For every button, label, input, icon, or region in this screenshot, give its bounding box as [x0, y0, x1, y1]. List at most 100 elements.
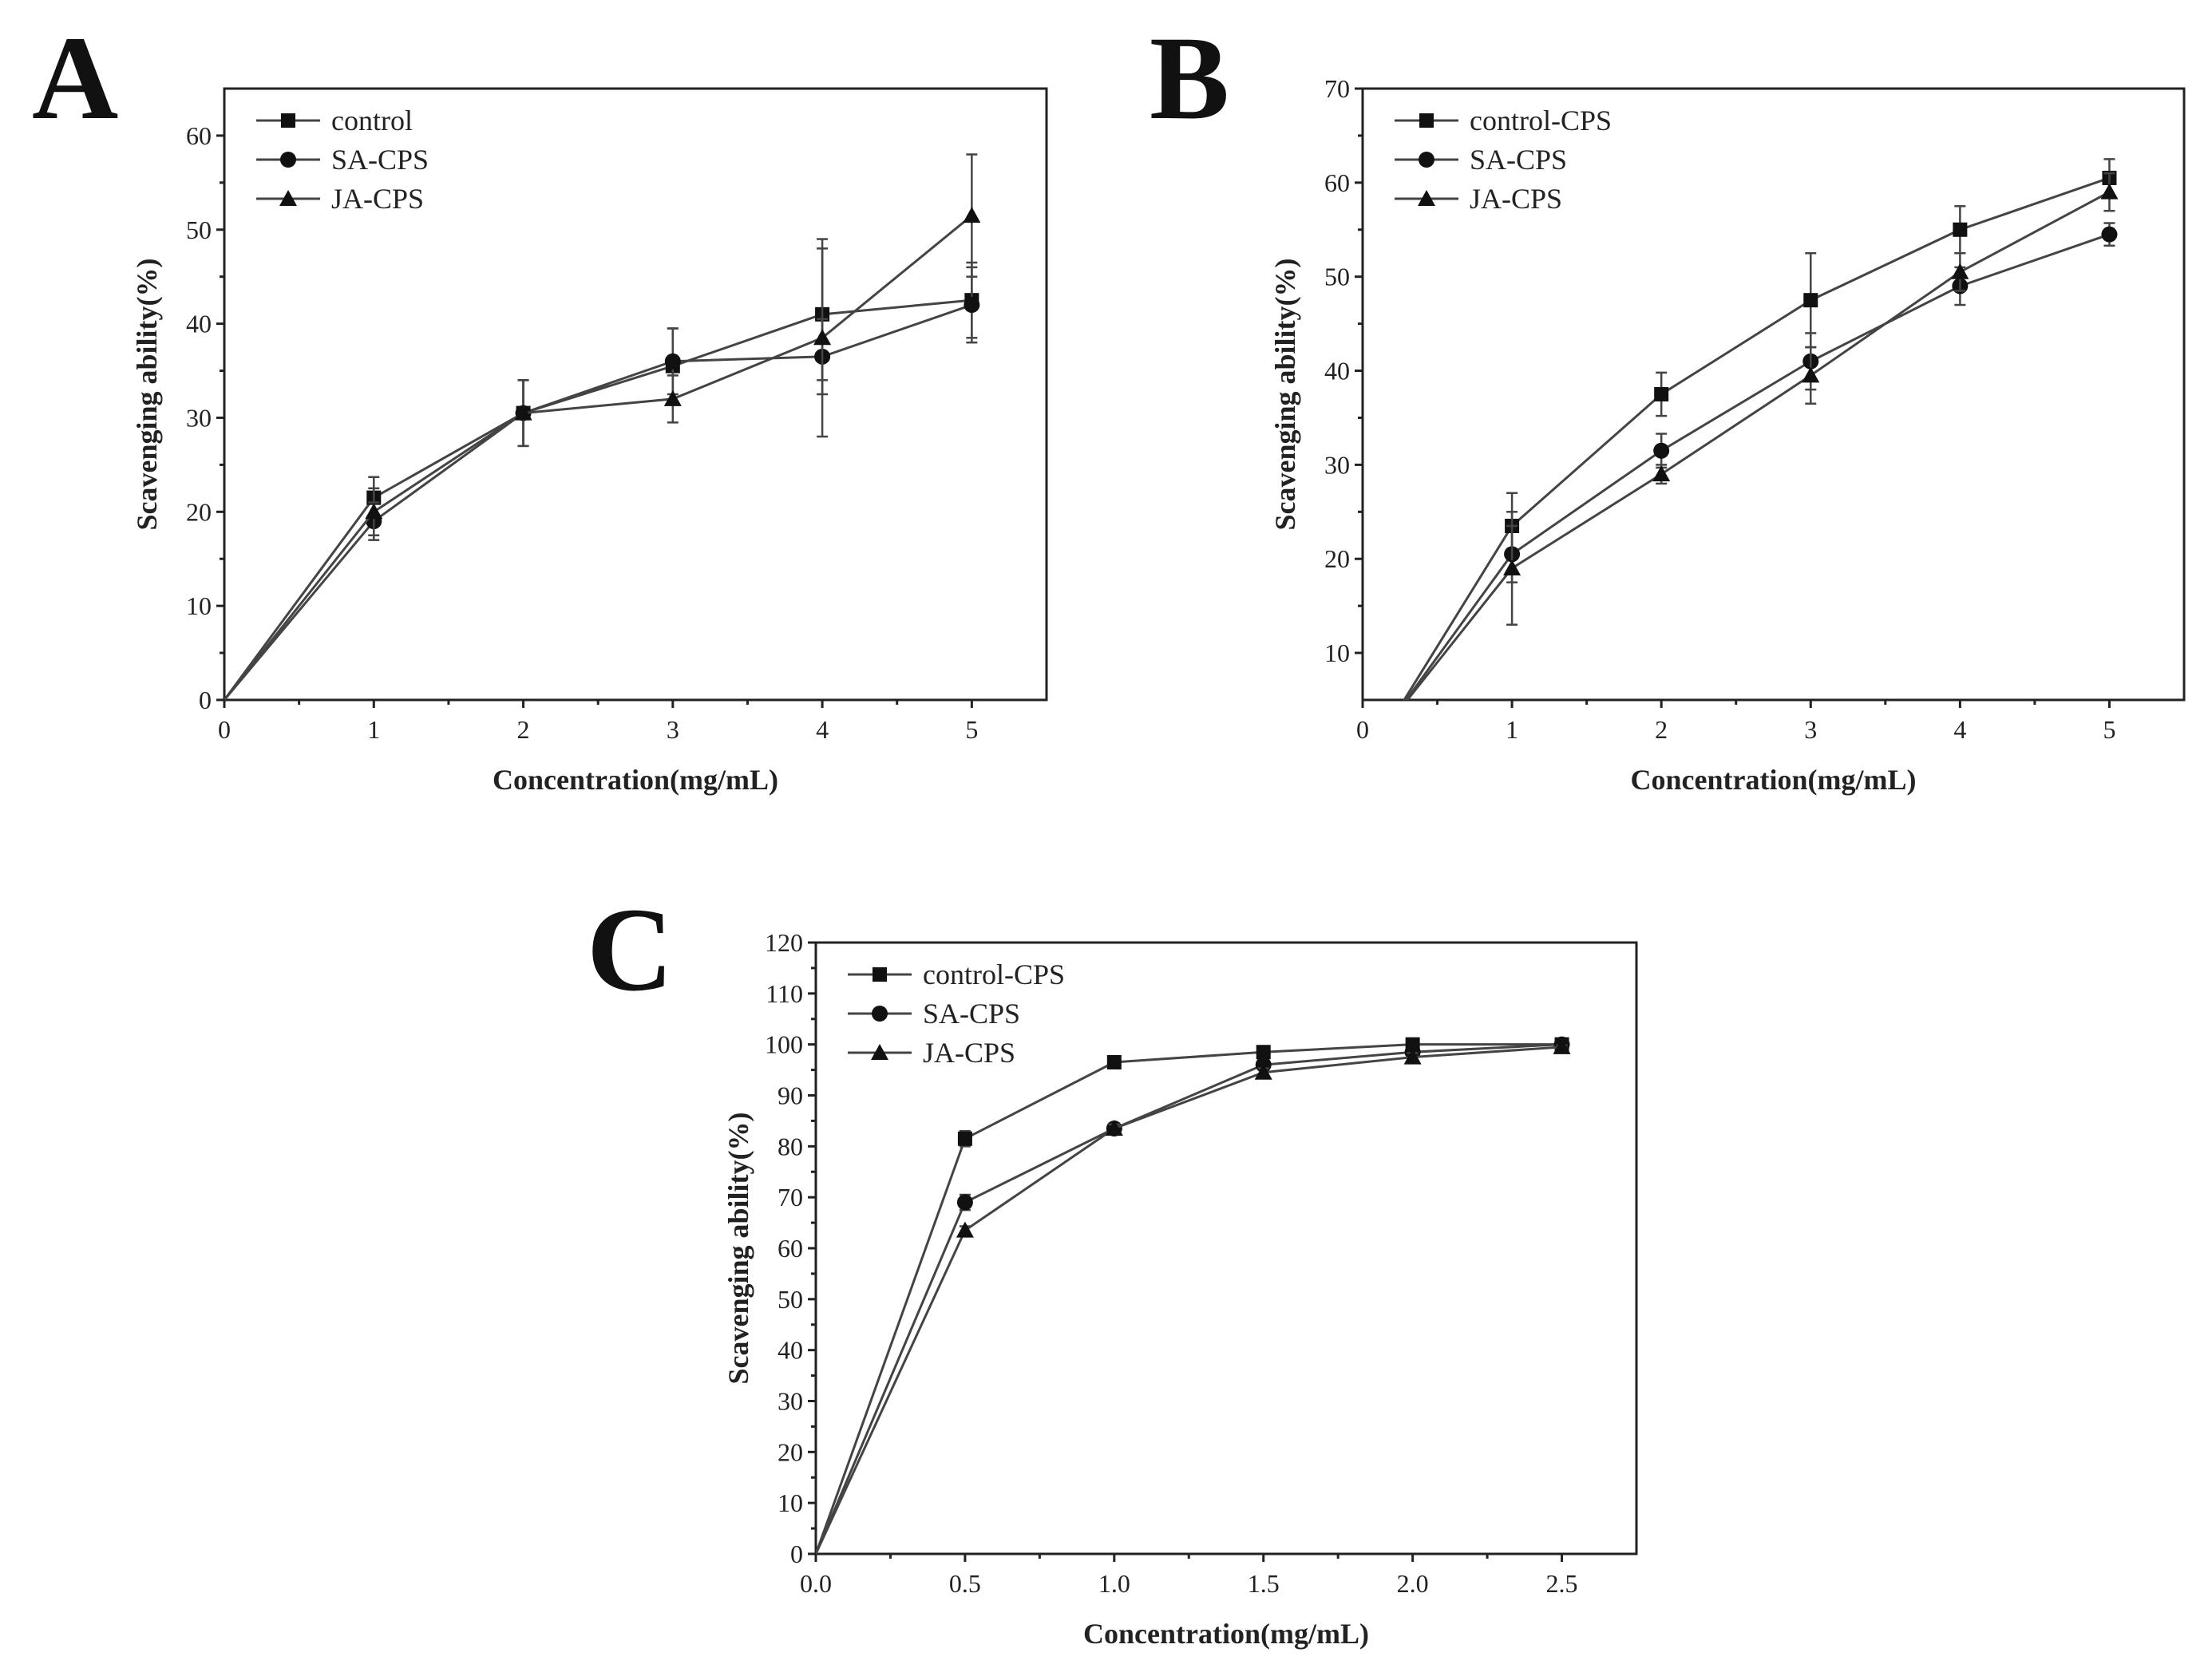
data-point: [1803, 293, 1818, 308]
y-tick-label: 10: [186, 591, 212, 620]
legend-marker: [1419, 113, 1434, 128]
data-point: [2101, 226, 2118, 243]
data-point: [1654, 387, 1669, 401]
series-line: [816, 1043, 1562, 1554]
data-point: [1653, 442, 1670, 459]
chart-panel-b: 0 1 2 3 4 5 10 20 30 40 50 60 70 Concentration(mg/mL)…: [1269, 74, 2186, 796]
legend-label: JA-CPS: [923, 1037, 1015, 1069]
data-point: [2100, 183, 2119, 200]
series-line: [224, 214, 973, 700]
data-point: [1105, 1119, 1123, 1136]
legend: control-CPS SA-CPS JA-CPS: [1395, 105, 1612, 215]
x-tick-label: 1.5: [1248, 1569, 1280, 1598]
data-point: [956, 1221, 974, 1238]
legend-marker: [1419, 152, 1434, 168]
data-point: [365, 503, 383, 520]
x-tick-label: 0: [1356, 715, 1369, 744]
data-point: [1953, 222, 1968, 237]
legend-marker: [279, 190, 297, 206]
series-JA-CPS: [816, 1038, 1571, 1554]
series-line: [816, 1043, 1562, 1554]
x-tick-label: 5: [965, 715, 978, 744]
x-tick-label: 0: [218, 715, 231, 744]
y-tick-label: 20: [186, 497, 212, 526]
y-tick-label: 20: [778, 1437, 803, 1466]
y-tick-label: 10: [778, 1488, 803, 1517]
y-tick-label: 70: [778, 1183, 803, 1212]
series-line: [1403, 176, 2110, 700]
y-tick-label: 90: [778, 1081, 803, 1110]
x-tick-label: 3: [667, 715, 679, 744]
y-tick-label: 60: [778, 1234, 803, 1263]
legend-marker: [871, 1044, 888, 1060]
y-tick-label: 0: [790, 1540, 803, 1568]
y-tick-label: 0: [199, 686, 212, 714]
x-tick-label: 3: [1804, 715, 1817, 744]
y-tick-label: 80: [778, 1132, 803, 1160]
legend-label: SA-CPS: [923, 998, 1020, 1030]
x-axis-title: Concentration(mg/mL): [493, 764, 778, 796]
y-tick-label: 110: [766, 979, 803, 1008]
legend-label: SA-CPS: [1470, 144, 1567, 176]
x-tick-label: 2.5: [1546, 1569, 1578, 1598]
legend-marker: [873, 967, 887, 982]
legend-label: JA-CPS: [1470, 183, 1562, 215]
x-tick-label: 2.0: [1397, 1569, 1429, 1598]
legend-label: control-CPS: [1470, 105, 1612, 136]
y-tick-label: 50: [186, 215, 212, 244]
series-line: [1404, 233, 2110, 700]
y-tick-label: 40: [186, 310, 212, 338]
series-line: [816, 1046, 1562, 1554]
x-tick-label: 1: [1506, 715, 1518, 744]
legend: control-CPS SA-CPS JA-CPS: [848, 959, 1065, 1069]
y-tick-label: 70: [1324, 74, 1350, 103]
legend-label: control: [331, 105, 413, 136]
series-line: [224, 298, 972, 700]
y-tick-label: 50: [778, 1285, 803, 1314]
y-axis-title: Scavenging ability(%): [1269, 258, 1301, 530]
series-line: [1406, 191, 2111, 700]
legend-marker: [281, 113, 295, 128]
y-tick-label: 120: [765, 928, 803, 957]
data-point: [1403, 1048, 1422, 1065]
data-point: [957, 1131, 972, 1146]
data-point: [963, 207, 981, 223]
x-tick-label: 1: [367, 715, 380, 744]
data-point: [956, 1194, 973, 1211]
x-tick-label: 0.0: [800, 1569, 832, 1598]
y-tick-label: 60: [1324, 168, 1350, 197]
y-tick-label: 60: [186, 121, 212, 150]
data-point: [1256, 1045, 1271, 1060]
panel-label-c: C: [587, 883, 673, 1016]
y-axis-title: Scavenging ability(%): [131, 258, 163, 530]
y-tick-label: 100: [765, 1030, 803, 1059]
data-point: [1652, 465, 1671, 482]
y-tick-label: 40: [1324, 357, 1350, 385]
panel-label-a: A: [32, 12, 118, 144]
x-tick-label: 5: [2103, 715, 2115, 744]
series-JA-CPS: [224, 153, 981, 700]
x-axis-title: Concentration(mg/mL): [1631, 764, 1917, 796]
data-point: [1254, 1063, 1272, 1080]
y-tick-label: 30: [186, 403, 212, 432]
legend-marker: [280, 152, 296, 168]
y-tick-label: 30: [1324, 450, 1350, 479]
y-tick-label: 30: [778, 1387, 803, 1416]
legend-marker: [872, 1006, 888, 1022]
series-JA-CPS: [1406, 172, 2119, 700]
chart-panel-a: 0 1 2 3 4 50102030405060Concentration(mg/mL)S…: [131, 87, 1048, 796]
x-tick-label: 4: [816, 715, 829, 744]
legend-marker: [1418, 190, 1435, 206]
plot-frame: [223, 87, 1048, 702]
plot-frame: [1361, 87, 2186, 702]
data-point: [1106, 1055, 1122, 1070]
y-tick-label: 40: [778, 1336, 803, 1365]
legend-label: SA-CPS: [331, 144, 429, 176]
y-axis-title: Scavenging ability(%): [722, 1112, 754, 1384]
legend-label: control-CPS: [923, 959, 1065, 990]
data-point: [964, 297, 980, 314]
x-tick-label: 2: [1655, 715, 1668, 744]
x-tick-label: 2: [517, 715, 530, 744]
